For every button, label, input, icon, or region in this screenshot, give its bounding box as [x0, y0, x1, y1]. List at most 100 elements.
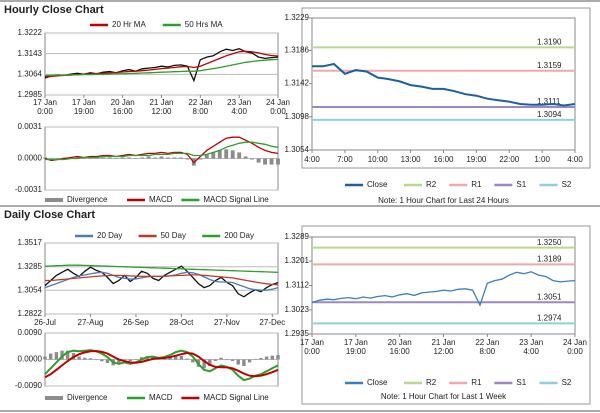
x-tick-label: 27-Dec [259, 318, 286, 327]
legend-label: R2 [426, 378, 437, 387]
divergence-bar [264, 356, 269, 360]
divergence-bar [107, 157, 112, 159]
y-tick-label: 1.2822 [18, 309, 43, 318]
divergence-bar [134, 359, 138, 360]
legend-label: MACD [149, 393, 173, 402]
x-tick-label: 21 Jan 12:00 [431, 338, 456, 356]
divergence-bar [120, 157, 125, 159]
divergence-bar [225, 358, 229, 360]
x-tick-label: 24 Jan 0:00 [265, 98, 291, 116]
divergence-bar [139, 357, 144, 360]
section-title: Daily Close Chart [4, 209, 95, 221]
y-tick-label: 1.3098 [285, 112, 310, 121]
divergence-bar [224, 149, 229, 159]
divergence-bar [242, 359, 246, 366]
divergence-bar [191, 359, 195, 363]
y-tick-label: 1.3023 [285, 305, 310, 314]
divergence-bar [60, 350, 64, 360]
divergence-bar [127, 157, 132, 159]
divergence-bar [178, 157, 183, 159]
legend-label: S1 [516, 378, 526, 387]
y-tick-label: 1.3229 [285, 13, 310, 22]
x-tick-label: 1:00 [534, 155, 550, 164]
level-label: 1.3190 [537, 38, 562, 47]
y-tick-label: 1.3201 [285, 256, 310, 265]
legend-label: Close [367, 180, 388, 189]
divergence-bar [81, 158, 86, 159]
x-tick-label: 23 Jan 4:00 [519, 338, 544, 356]
chart-note: Note: 1 Hour Chart for Last 24 Hours [378, 196, 509, 205]
divergence-bar [250, 158, 255, 160]
y-tick-label: -0.0031 [15, 185, 43, 194]
divergence-bar [256, 158, 261, 163]
series-line [44, 264, 279, 273]
y-tick-label: 1.3222 [18, 28, 43, 37]
divergence-bar [237, 152, 242, 159]
y-tick-label: 1.3054 [285, 145, 310, 154]
divergence-bar [243, 156, 248, 159]
x-tick-label: 10:00 [367, 155, 388, 164]
divergence-bar [263, 158, 267, 165]
divergence-bar [185, 158, 190, 160]
y-tick-label: 1.3142 [285, 79, 310, 88]
divergence-bar [43, 356, 47, 360]
divergence-bar [75, 156, 80, 159]
divergence-bar [230, 359, 235, 361]
divergence-bar [172, 157, 177, 159]
level-label: 1.3111 [537, 97, 561, 106]
divergence-bar [146, 156, 151, 159]
legend-label: S2 [562, 378, 572, 387]
divergence-bar [236, 359, 240, 365]
y-tick-label: 1.3143 [18, 49, 43, 58]
legend-label: Divergence [67, 195, 108, 204]
x-tick-label: 26-Sep [123, 318, 149, 327]
divergence-bar [202, 359, 206, 369]
legend-swatch [45, 396, 63, 400]
divergence-bar [253, 358, 257, 360]
legend-label: 50 Hrs MA [185, 20, 223, 29]
series-line [44, 349, 279, 379]
x-tick-label: 22 Jan 8:00 [475, 338, 500, 356]
x-tick-label: 26-Jul [34, 318, 56, 327]
divergence-bar [133, 158, 138, 159]
divergence-bar [174, 355, 178, 360]
panel-frame [301, 225, 591, 405]
legend-label: R2 [426, 180, 437, 189]
divergence-bar [114, 158, 119, 159]
legend-label: MACD Signal Line [203, 393, 269, 402]
plot-frame [311, 236, 576, 335]
divergence-bar [211, 152, 216, 159]
legend-label: Close [367, 378, 388, 387]
divergence-bar [105, 359, 110, 364]
legend-label: 20 Hr MA [112, 20, 146, 29]
divergence-bar [204, 154, 209, 159]
divergence-bar [185, 358, 189, 360]
y-tick-label: 0.0000 [18, 355, 43, 364]
x-tick-label: 16:00 [433, 155, 454, 164]
legend-swatch [45, 198, 63, 202]
plot-frame [311, 17, 576, 151]
divergence-bar [166, 157, 170, 159]
x-tick-label: 17 Jan 19:00 [71, 98, 96, 116]
x-tick-label: 20 Jan 16:00 [387, 338, 412, 356]
legend-label: MACD [149, 195, 173, 204]
series-line [45, 58, 279, 77]
legend-label: MACD Signal Line [203, 195, 269, 204]
divergence-bar [48, 353, 53, 360]
level-label: 1.3189 [537, 255, 562, 264]
divergence-bar [159, 156, 164, 159]
x-tick-label: 4:00 [567, 155, 583, 164]
series-line [311, 271, 576, 307]
x-tick-label: 17 Jan 0:00 [299, 338, 325, 356]
y-tick-label: -0.0090 [15, 381, 43, 390]
divergence-bar [117, 359, 121, 364]
series-line [44, 50, 279, 78]
level-label: 1.3094 [537, 110, 562, 119]
divergence-bar [88, 358, 93, 360]
level-label: 1.3250 [537, 238, 562, 247]
y-tick-label: 1.3112 [285, 281, 309, 290]
y-tick-label: 1.3186 [285, 46, 310, 55]
divergence-bar [122, 359, 127, 361]
y-tick-label: 1.2985 [18, 90, 43, 99]
